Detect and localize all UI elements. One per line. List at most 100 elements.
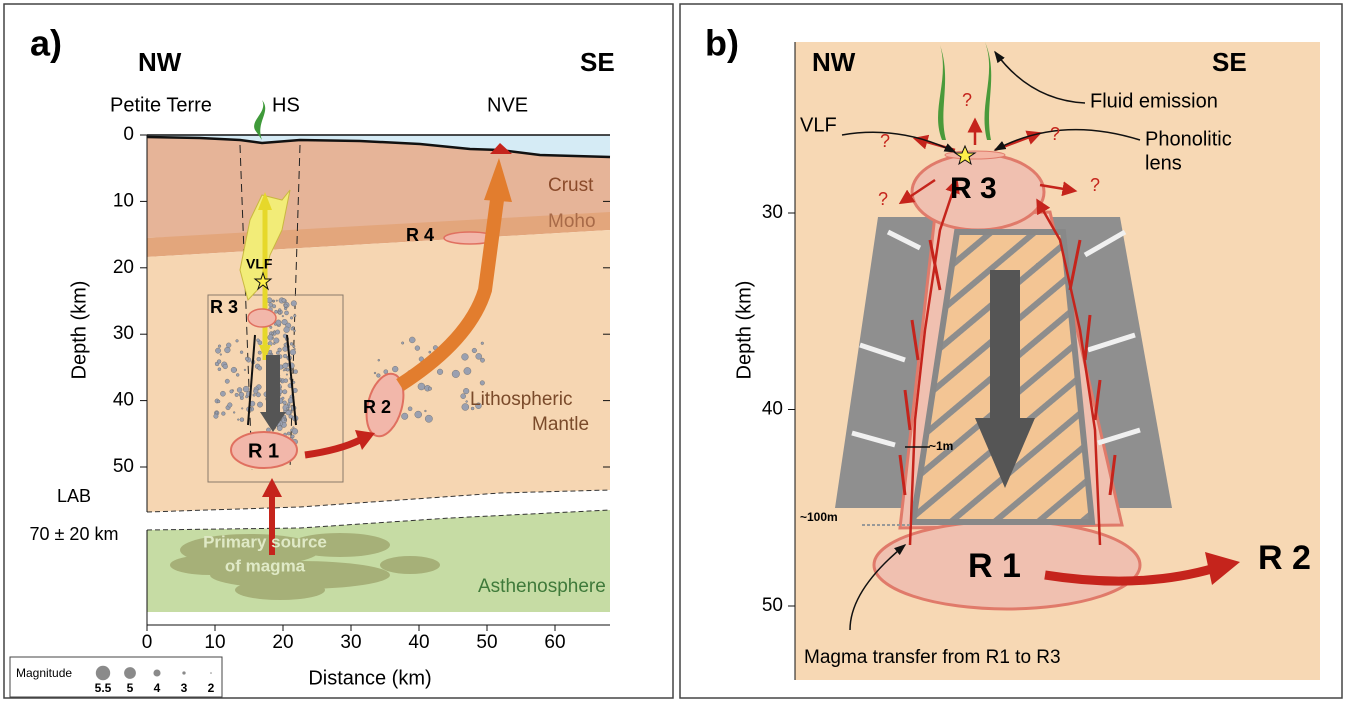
reservoir-label: R 1: [968, 547, 1021, 585]
quake: [282, 400, 287, 405]
vlf-star: [253, 271, 273, 291]
quake: [229, 389, 234, 394]
leader: [849, 544, 907, 631]
y-tick-label: 50: [762, 595, 783, 616]
y-tick-label: 30: [113, 323, 134, 344]
quake: [242, 385, 250, 393]
arrowhead: [258, 192, 272, 210]
dike: [286, 334, 297, 426]
quake: [275, 299, 278, 302]
quake: [256, 392, 261, 398]
reservoir-label: R 4: [406, 225, 434, 245]
quake: [220, 390, 226, 397]
lab-label: LAB: [57, 486, 91, 506]
y-tick-label: 50: [113, 456, 134, 477]
quake: [271, 332, 274, 335]
quake: [257, 401, 263, 408]
quake: [274, 309, 278, 314]
question: ?: [962, 90, 972, 110]
quake: [407, 406, 413, 411]
quake: [224, 346, 231, 354]
legend-box: [9, 656, 223, 698]
quake: [253, 388, 259, 394]
legend-label: 4: [154, 681, 161, 695]
question: ?: [880, 131, 890, 151]
panel-label: b): [705, 23, 739, 64]
quake: [424, 414, 433, 423]
quake: [463, 388, 470, 395]
quake: [215, 411, 219, 415]
x-tick-label: 0: [142, 632, 153, 653]
panel-frame: [3, 3, 674, 699]
annotation: ~100m: [800, 510, 838, 524]
layer-label: Moho: [548, 211, 596, 232]
annotation: lens: [1145, 152, 1182, 174]
quake: [401, 341, 405, 345]
direction: SE: [1212, 47, 1247, 77]
cone-line: [289, 144, 301, 471]
annotation: VLF: [800, 114, 837, 136]
quake: [289, 349, 296, 356]
lab-line: [146, 509, 611, 531]
quake: [291, 428, 299, 435]
quake: [217, 367, 222, 371]
quake: [285, 373, 288, 376]
gray-arrow: [990, 270, 1020, 420]
quake: [243, 368, 246, 371]
quake: [222, 363, 228, 370]
y-tick-label: 40: [113, 390, 134, 411]
quake: [293, 348, 296, 351]
reservoir: [365, 372, 405, 438]
quake: [272, 299, 275, 303]
quake: [276, 425, 283, 432]
annotation: Fluid emission: [1090, 90, 1218, 112]
layer-label: Crust: [548, 175, 594, 196]
quake: [234, 392, 239, 397]
place: Petite Terre: [110, 94, 212, 116]
quake: [269, 325, 273, 329]
direction: SE: [580, 47, 615, 77]
quake: [244, 356, 249, 361]
reservoir-label: R 2: [363, 397, 391, 417]
arrowhead: [259, 345, 271, 360]
arrowhead: [484, 158, 512, 202]
x-tick-label: 40: [408, 632, 429, 653]
quake: [277, 311, 282, 315]
annotation: ~1m: [929, 439, 953, 453]
quake: [216, 399, 221, 404]
quake: [273, 330, 276, 333]
legend-marker: [124, 667, 136, 679]
arrowhead: [262, 478, 282, 497]
transfer-arrow: [304, 436, 362, 459]
quake: [227, 402, 233, 408]
annotation: Phonolitic: [1145, 128, 1232, 150]
quake: [460, 393, 466, 399]
quake: [292, 344, 296, 348]
lab-label: 70 ± 20 km: [30, 524, 119, 544]
quake: [283, 303, 288, 308]
quake: [278, 308, 282, 312]
quake: [215, 347, 221, 354]
legend-label: 2: [208, 681, 215, 695]
question: ?: [1090, 175, 1100, 195]
plume: [984, 42, 992, 140]
cone-line: [239, 144, 253, 471]
topography: [146, 135, 611, 159]
quake: [293, 369, 298, 374]
quake: [292, 426, 295, 429]
quake: [252, 393, 256, 397]
extension-arrows: [851, 229, 1141, 448]
layer-label: Lithospheric: [470, 389, 572, 410]
quake: [480, 357, 485, 363]
quake: [292, 381, 296, 384]
leader: [994, 50, 1086, 104]
x-tick-label: 20: [272, 632, 293, 653]
quake: [288, 414, 293, 419]
x-tick-label: 30: [340, 632, 361, 653]
melt-blobs: [170, 533, 440, 600]
legend-marker: [95, 665, 111, 681]
quake: [271, 337, 274, 340]
quake: [226, 342, 232, 348]
quake: [428, 386, 432, 391]
vlf-star: [953, 144, 977, 166]
